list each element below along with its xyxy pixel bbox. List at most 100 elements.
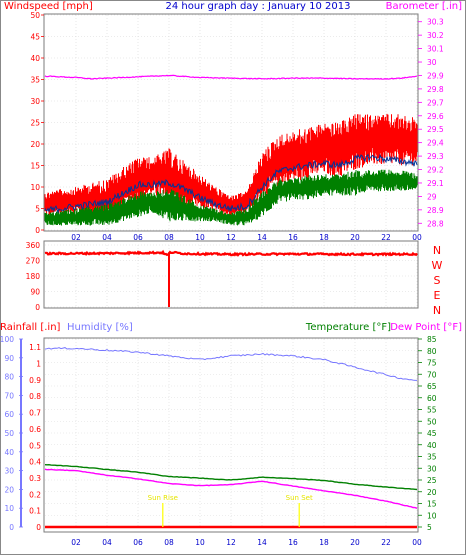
wind-x-tick-label: 00 bbox=[412, 233, 422, 242]
barometer-title: Barometer [.in] bbox=[386, 1, 462, 12]
rainfall-y-tick-label: 0.5 bbox=[29, 441, 41, 450]
temperature-y-tick-label: 80 bbox=[427, 347, 437, 356]
barometer-y-tick-label: 29.5 bbox=[427, 125, 444, 134]
wind-y-tick-label: 30 bbox=[30, 97, 40, 106]
temperature-y-tick-label: 60 bbox=[427, 394, 437, 403]
direction-panel-frame bbox=[43, 240, 419, 309]
tick-layer: 5045403530252015105030.330.230.13029.929… bbox=[0, 11, 444, 547]
climate-x-tick-label: 14 bbox=[257, 538, 267, 547]
climate-x-tick-label: 06 bbox=[133, 538, 143, 547]
temperature-y-tick-label: 75 bbox=[427, 359, 437, 368]
barometer-y-tick-label: 30.3 bbox=[427, 18, 444, 27]
direction-y-tick-label: 180 bbox=[26, 272, 41, 281]
humidity-y-tick-label: 90 bbox=[4, 354, 14, 363]
dewpoint-series bbox=[44, 468, 418, 509]
climate-panel-frame bbox=[43, 337, 419, 533]
windspeed-title: Windspeed [mph] bbox=[4, 1, 93, 12]
rainfall-y-tick-label: 0.1 bbox=[29, 507, 41, 516]
barometer-y-tick-label: 29.2 bbox=[427, 166, 444, 175]
barometer-y-tick-label: 30 bbox=[427, 58, 437, 67]
temperature-y-tick-label: 85 bbox=[427, 335, 437, 344]
wind-y-tick-label: 50 bbox=[30, 11, 40, 20]
series-layer bbox=[44, 74, 418, 529]
barometer-y-tick-label: 28.8 bbox=[427, 219, 444, 228]
climate-x-tick-label: 08 bbox=[164, 538, 174, 547]
humidity-y-tick-label: 50 bbox=[4, 429, 14, 438]
gust-average-series bbox=[44, 153, 418, 214]
barometer-y-tick-label: 29.4 bbox=[427, 139, 444, 148]
compass-label: N bbox=[433, 304, 441, 317]
wind-x-tick-label: 12 bbox=[226, 233, 236, 242]
wind-direction-series bbox=[44, 249, 418, 257]
temperature-y-tick-label: 15 bbox=[427, 500, 437, 509]
wind-x-tick-label: 14 bbox=[257, 233, 267, 242]
barometer-y-tick-label: 29.7 bbox=[427, 98, 444, 107]
temperature-y-tick-label: 70 bbox=[427, 370, 437, 379]
barometer-y-tick-label: 29.8 bbox=[427, 85, 444, 94]
temperature-title: Temperature [°F] bbox=[305, 322, 391, 333]
temperature-y-tick-label: 45 bbox=[427, 429, 437, 438]
rainfall-title: Rainfall [.in] bbox=[0, 322, 61, 333]
barometer-series bbox=[44, 74, 418, 80]
direction-y-tick-label: 360 bbox=[26, 241, 41, 250]
rainfall-y-tick-label: 0.6 bbox=[29, 425, 41, 434]
wind-x-tick-label: 16 bbox=[288, 233, 298, 242]
humidity-series bbox=[44, 347, 417, 381]
humidity-y-tick-label: 70 bbox=[4, 391, 14, 400]
rainfall-y-tick-label: 0.7 bbox=[29, 409, 41, 418]
climate-x-tick-label: 12 bbox=[226, 538, 236, 547]
humidity-y-tick-label: 0 bbox=[9, 523, 14, 532]
wind-average-series bbox=[44, 169, 418, 226]
climate-x-tick-label: 20 bbox=[350, 538, 360, 547]
rainfall-y-tick-label: 0.8 bbox=[29, 392, 41, 401]
humidity-title: Humidity [%] bbox=[67, 322, 133, 333]
rainfall-y-tick-label: 0.9 bbox=[29, 376, 41, 385]
rainfall-y-tick-label: 1 bbox=[36, 360, 41, 369]
humidity-y-tick-label: 20 bbox=[4, 485, 14, 494]
temperature-y-tick-label: 40 bbox=[427, 441, 437, 450]
compass-label: E bbox=[434, 289, 441, 302]
barometer-y-tick-label: 29.1 bbox=[427, 179, 444, 188]
sun-annotation-label: Sun Set bbox=[286, 494, 313, 502]
wind-y-tick-label: 40 bbox=[30, 54, 40, 63]
climate-x-tick-label: 04 bbox=[102, 538, 112, 547]
temperature-series bbox=[44, 463, 418, 491]
dewpoint-title: Dew Point [°F] bbox=[390, 322, 462, 333]
wind-x-tick-label: 08 bbox=[164, 233, 174, 242]
windspeed-series bbox=[44, 113, 418, 221]
wind-x-tick-label: 04 bbox=[102, 233, 112, 242]
wind-y-tick-label: 0 bbox=[35, 226, 40, 235]
humidity-y-tick-label: 80 bbox=[4, 373, 14, 382]
barometer-y-tick-label: 28.9 bbox=[427, 206, 444, 215]
wind-y-tick-label: 45 bbox=[30, 33, 40, 42]
rainfall-y-tick-label: 0 bbox=[36, 523, 41, 532]
humidity-y-tick-label: 10 bbox=[4, 504, 14, 513]
barometer-y-tick-label: 30.2 bbox=[427, 31, 444, 40]
wind-y-tick-label: 25 bbox=[30, 119, 40, 128]
temperature-y-tick-label: 5 bbox=[427, 523, 432, 532]
wind-x-tick-label: 20 bbox=[350, 233, 360, 242]
wind-y-tick-label: 5 bbox=[35, 205, 40, 214]
barometer-y-tick-label: 29 bbox=[427, 192, 437, 201]
wind-y-tick-label: 10 bbox=[30, 183, 40, 192]
humidity-y-tick-label: 60 bbox=[4, 410, 14, 419]
graph-header-title: 24 hour graph day : January 10 2013 bbox=[166, 1, 351, 12]
temperature-y-tick-label: 65 bbox=[427, 382, 437, 391]
temperature-y-tick-label: 30 bbox=[427, 464, 437, 473]
temperature-y-tick-label: 10 bbox=[427, 511, 437, 520]
wind-y-tick-label: 15 bbox=[30, 162, 40, 171]
rainfall-y-tick-label: 0.2 bbox=[29, 490, 41, 499]
climate-x-tick-label: 10 bbox=[195, 538, 205, 547]
humidity-y-tick-label: 30 bbox=[4, 467, 14, 476]
barometer-y-tick-label: 29.6 bbox=[427, 112, 444, 121]
humidity-y-tick-label: 100 bbox=[0, 335, 14, 344]
barometer-y-tick-label: 29.9 bbox=[427, 71, 444, 80]
direction-y-tick-label: 0 bbox=[35, 303, 40, 312]
climate-x-tick-label: 16 bbox=[288, 538, 298, 547]
rainfall-y-tick-label: 1.1 bbox=[29, 343, 41, 352]
wind-x-tick-label: 22 bbox=[381, 233, 391, 242]
compass-label: W bbox=[432, 259, 443, 272]
wind-x-tick-label: 10 bbox=[195, 233, 205, 242]
wind-y-tick-label: 20 bbox=[30, 140, 40, 149]
